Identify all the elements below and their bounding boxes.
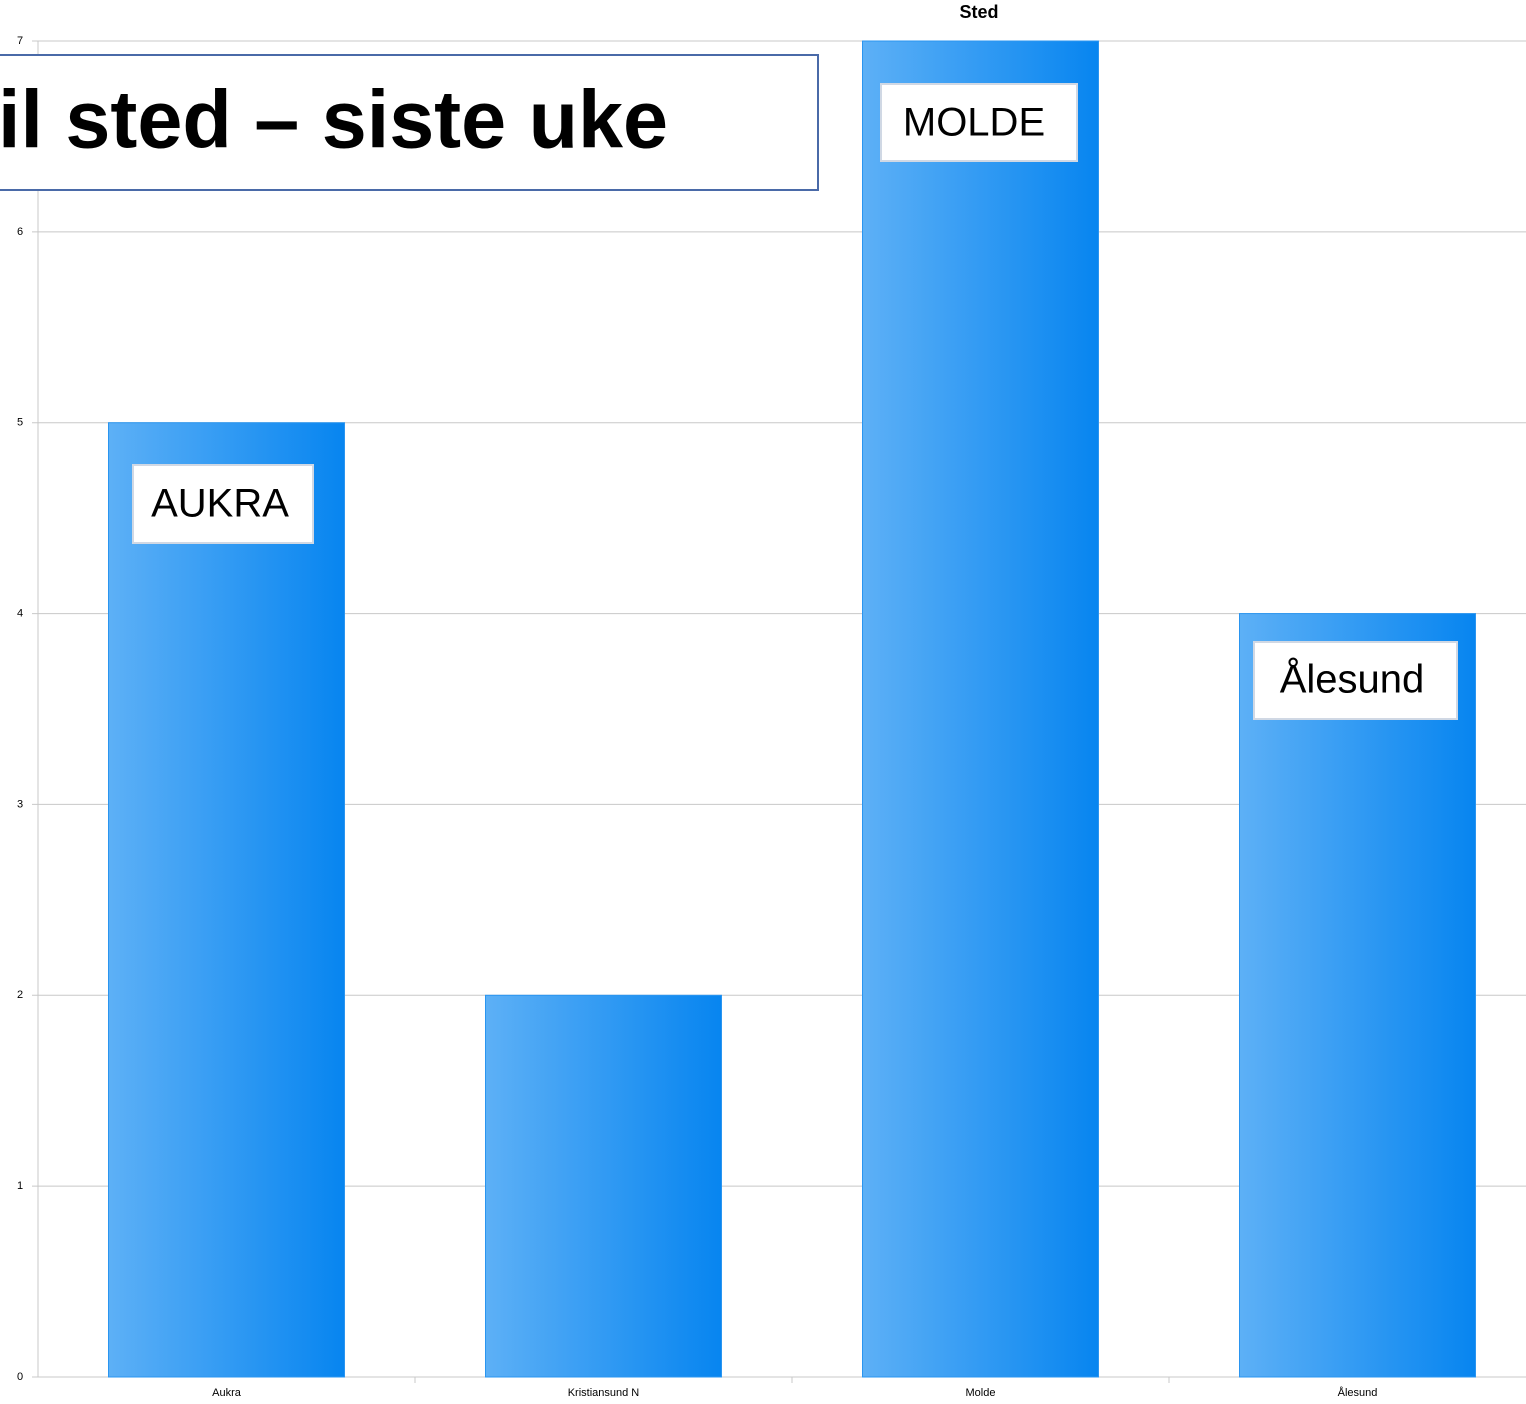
y-tick-label: 3 xyxy=(17,798,23,810)
annotation-box xyxy=(1253,641,1458,720)
chart-title: Sted xyxy=(959,2,998,22)
annotation-box xyxy=(0,54,819,191)
annotation: il sted – siste uke xyxy=(0,75,668,166)
y-tick-label: 5 xyxy=(17,417,23,429)
annotation: Ålesund xyxy=(1280,657,1425,702)
annotation: MOLDE xyxy=(903,101,1045,145)
annotation: AUKRA xyxy=(151,482,289,526)
x-tick-label: Kristiansund N xyxy=(568,1387,640,1399)
y-tick-label: 7 xyxy=(17,35,23,47)
y-tick-label: 0 xyxy=(17,1371,23,1383)
annotation-box xyxy=(880,83,1078,162)
bar xyxy=(108,422,345,1378)
y-tick-label: 1 xyxy=(17,1180,23,1192)
bar xyxy=(485,994,722,1378)
annotations: il sted – siste uke AUKRA MOLDE Ålesund xyxy=(0,54,1458,720)
bar xyxy=(862,40,1099,1378)
x-tick-label: Aukra xyxy=(212,1387,242,1399)
x-tick-label: Molde xyxy=(966,1387,996,1399)
x-tick-label: Ålesund xyxy=(1338,1386,1378,1399)
y-tick-label: 6 xyxy=(17,226,23,238)
plot-area: 0 1 2 3 4 5 6 7 Aukra Kristiansund N Molde Ålesund xyxy=(17,35,1526,1399)
annotation-box xyxy=(132,464,314,544)
y-tick-label: 4 xyxy=(17,607,23,619)
bar xyxy=(1239,613,1476,1378)
y-tick-label: 2 xyxy=(17,989,23,1001)
